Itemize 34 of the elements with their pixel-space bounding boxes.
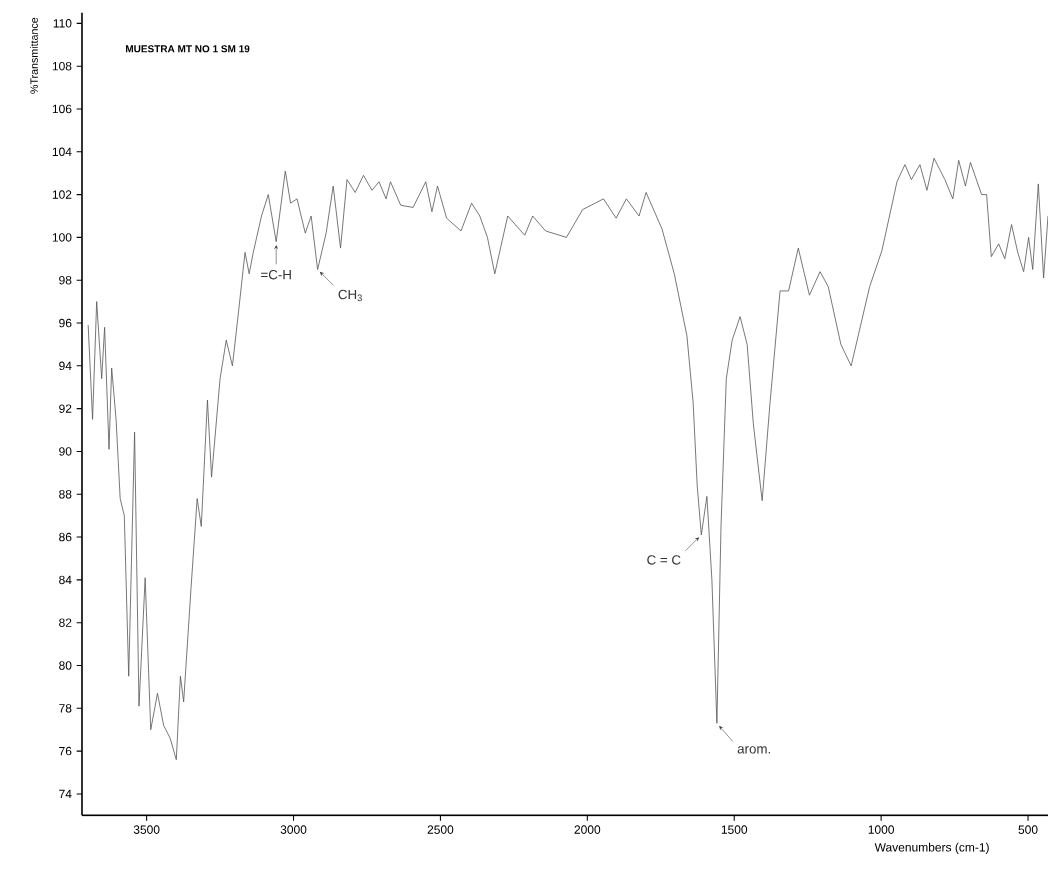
x-tick-label: 3000: [280, 825, 307, 834]
x-axis-title: Wavenumbers (cm-1): [874, 842, 989, 854]
y-tick-label: 90: [59, 447, 72, 456]
annotation: C = C: [647, 555, 681, 565]
y-tick-label: 106: [52, 104, 72, 114]
annotation: CH$_{3}$: [338, 289, 362, 302]
y-tick-label: 84: [59, 575, 72, 585]
y-axis-title: %Transmittance: [30, 17, 38, 94]
y-tick-label: 86: [59, 532, 72, 542]
x-tick-label: 2000: [574, 825, 601, 834]
x-tick-label: 2500: [427, 825, 454, 834]
y-tick-label: 108: [52, 61, 72, 71]
x-tick-label: 1000: [868, 825, 895, 834]
y-tick-label: 80: [59, 661, 72, 670]
annotation: =C-H: [261, 269, 291, 280]
annotation: arom.: [737, 746, 771, 754]
y-tick-label: 82: [59, 618, 72, 627]
y-tick-label: 98: [59, 275, 72, 285]
x-tick-label: 3500: [133, 825, 160, 834]
x-tick-label: 1500: [721, 825, 748, 834]
x-tick-label: 500: [1018, 825, 1038, 834]
y-tick-label: 110: [53, 19, 72, 28]
line-series: [87, 157, 1048, 761]
y-tick-label: 74: [59, 789, 72, 799]
y-tick-label: 92: [59, 404, 72, 413]
y-tick-label: 102: [52, 190, 72, 199]
y-tick-label: 88: [59, 490, 72, 499]
text: MUESTRA MT NO 1 SM 19: [126, 45, 250, 53]
y-tick-label: 96: [59, 318, 72, 328]
y-tick-label: 100: [52, 233, 72, 242]
y-tick-label: 76: [59, 746, 72, 756]
y-tick-label: 78: [59, 704, 72, 713]
y-tick-label: 104: [52, 147, 72, 157]
y-tick-label: 94: [59, 361, 72, 371]
